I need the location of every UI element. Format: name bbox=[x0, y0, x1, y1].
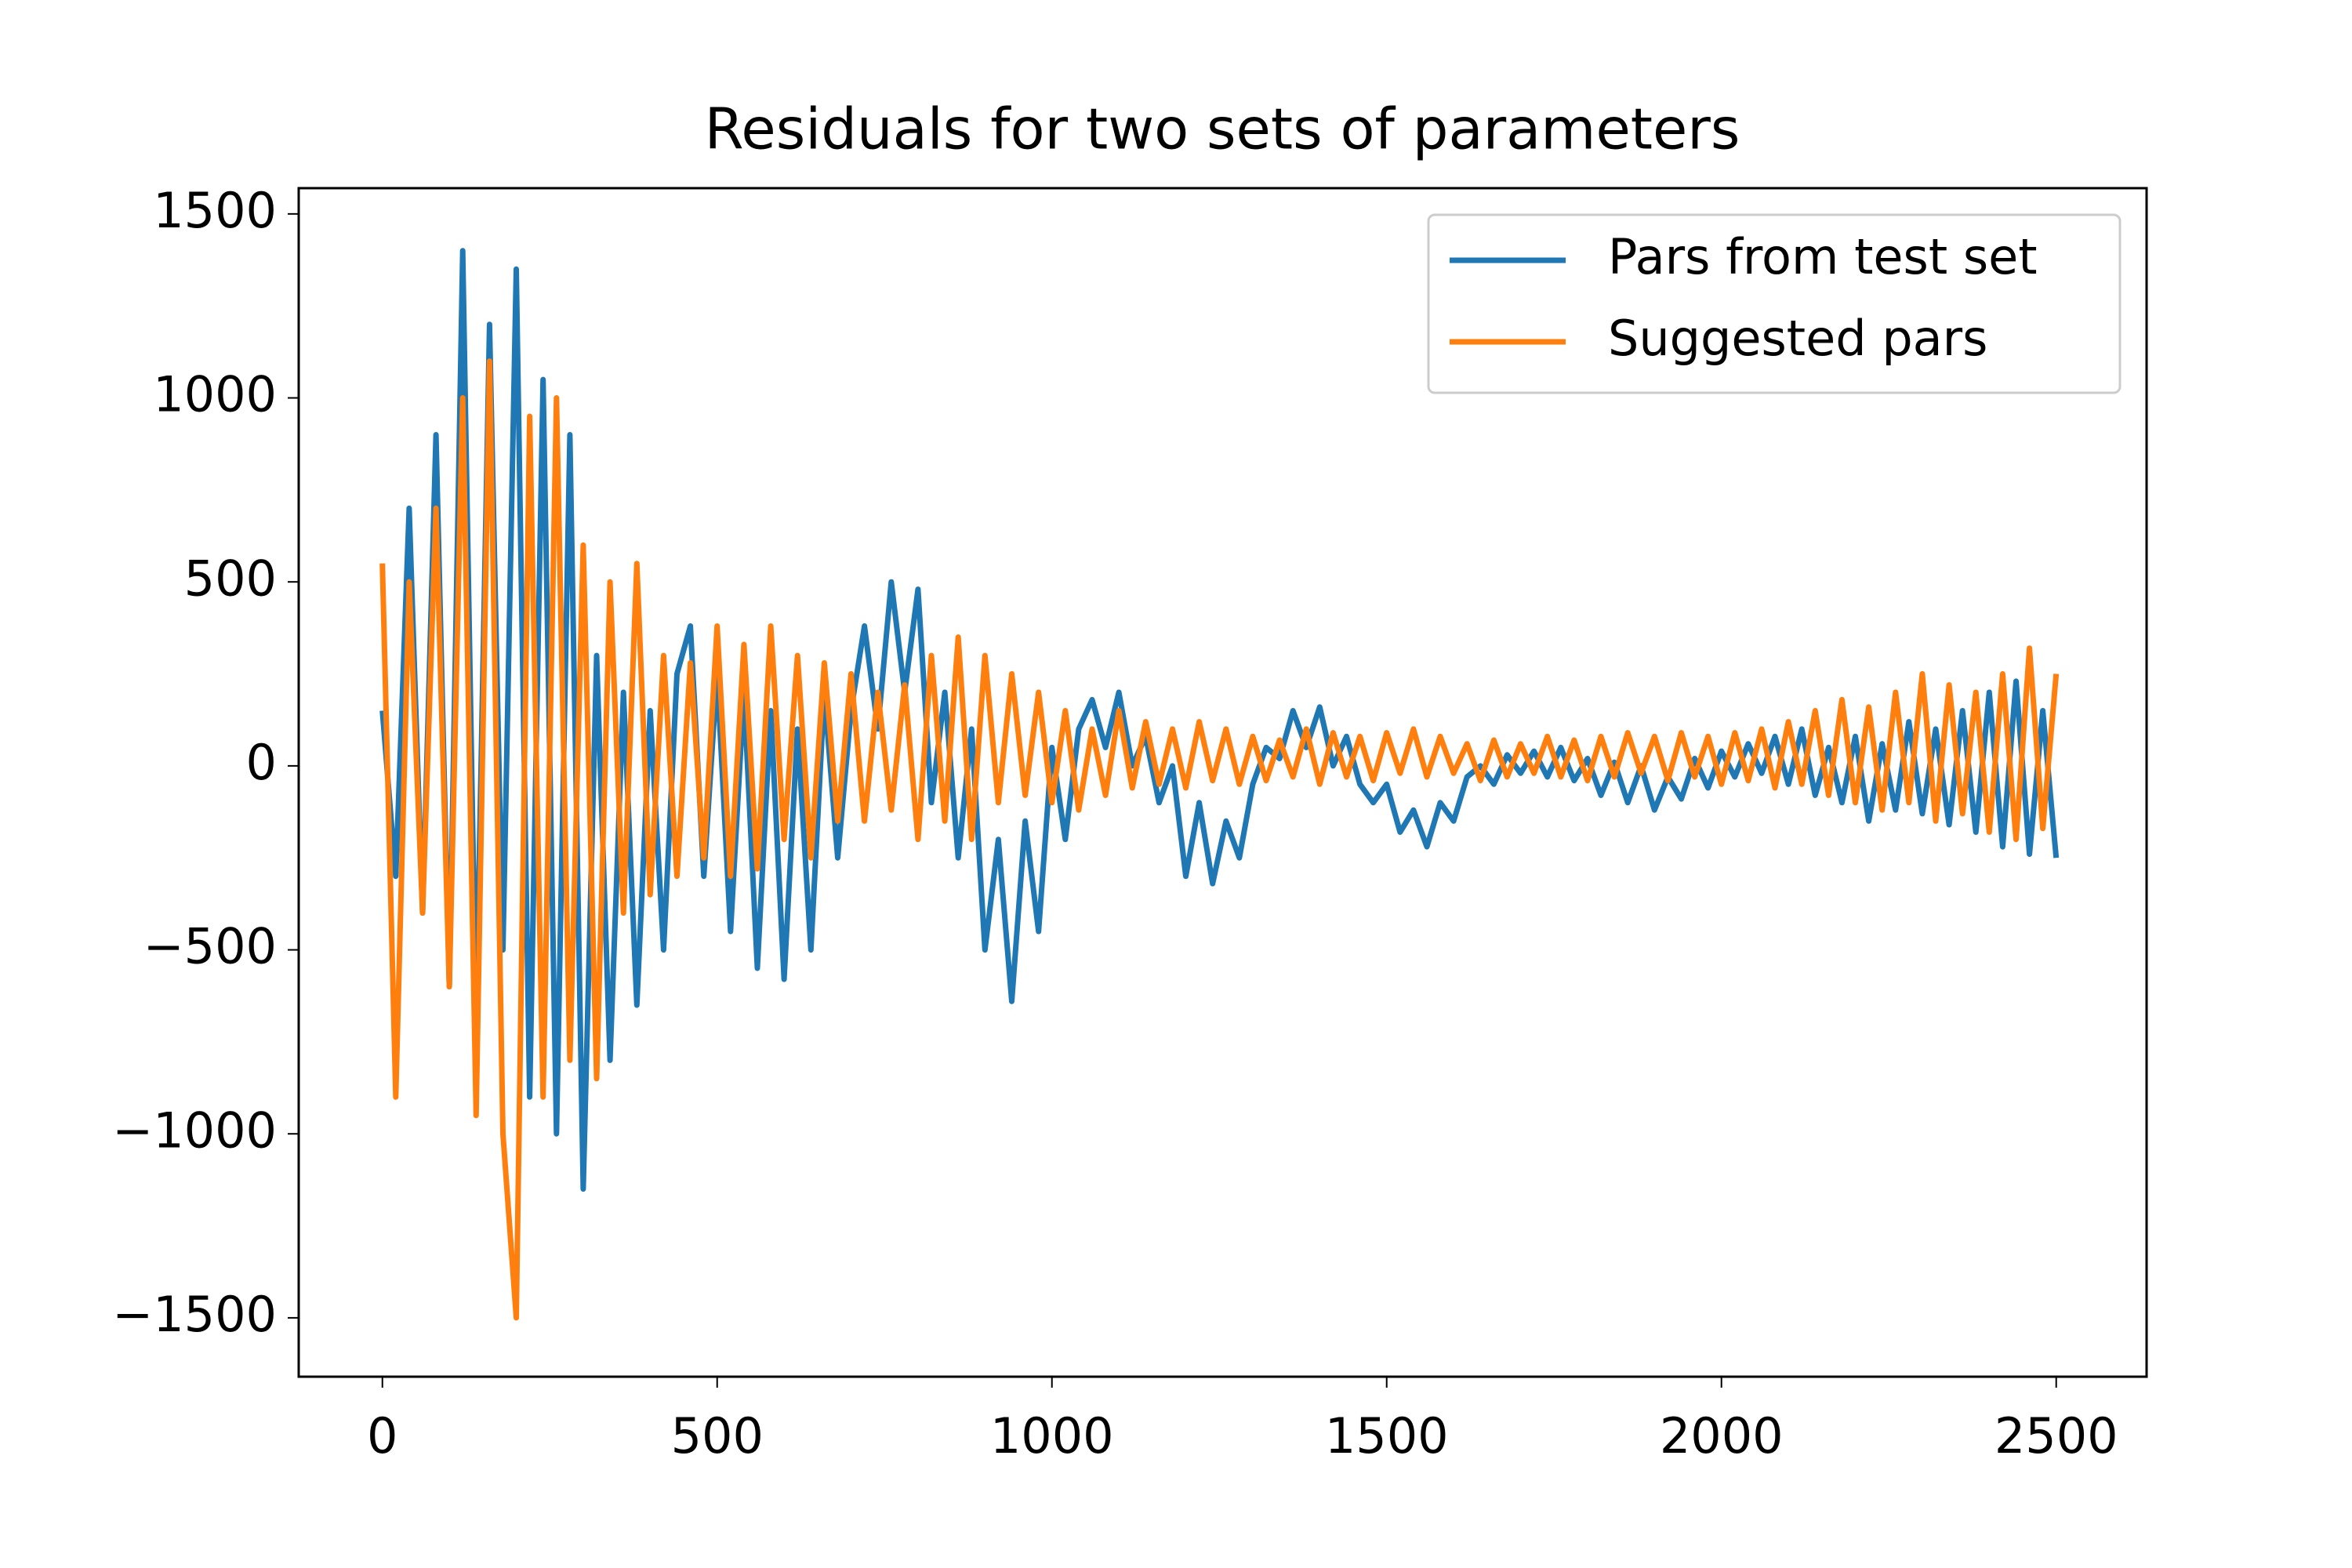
x-tick-label: 0 bbox=[367, 1407, 397, 1465]
plot-frame bbox=[297, 187, 2148, 1378]
chart-title: Residuals for two sets of parameters bbox=[705, 96, 1740, 162]
x-tick-label: 1500 bbox=[1325, 1407, 1449, 1465]
x-tick-label: 500 bbox=[671, 1407, 764, 1465]
y-tick-label: 0 bbox=[246, 734, 277, 791]
y-tick-label: −1000 bbox=[112, 1102, 277, 1159]
y-tick-label: −500 bbox=[143, 918, 277, 975]
y-tick-label: −1500 bbox=[112, 1286, 277, 1343]
x-tick-label: 1000 bbox=[990, 1407, 1114, 1465]
y-tick-label: 1500 bbox=[153, 182, 277, 239]
legend-label: Pars from test set bbox=[1608, 228, 2038, 285]
series-line bbox=[379, 248, 2060, 1192]
legend-box bbox=[1427, 213, 2122, 394]
x-tick-label: 2500 bbox=[1994, 1407, 2118, 1465]
series-line bbox=[379, 358, 2060, 1321]
y-tick-label: 500 bbox=[184, 550, 277, 607]
y-tick-label: 1000 bbox=[153, 366, 277, 423]
x-tick-label: 2000 bbox=[1660, 1407, 1784, 1465]
legend-label: Suggested pars bbox=[1608, 310, 1987, 367]
